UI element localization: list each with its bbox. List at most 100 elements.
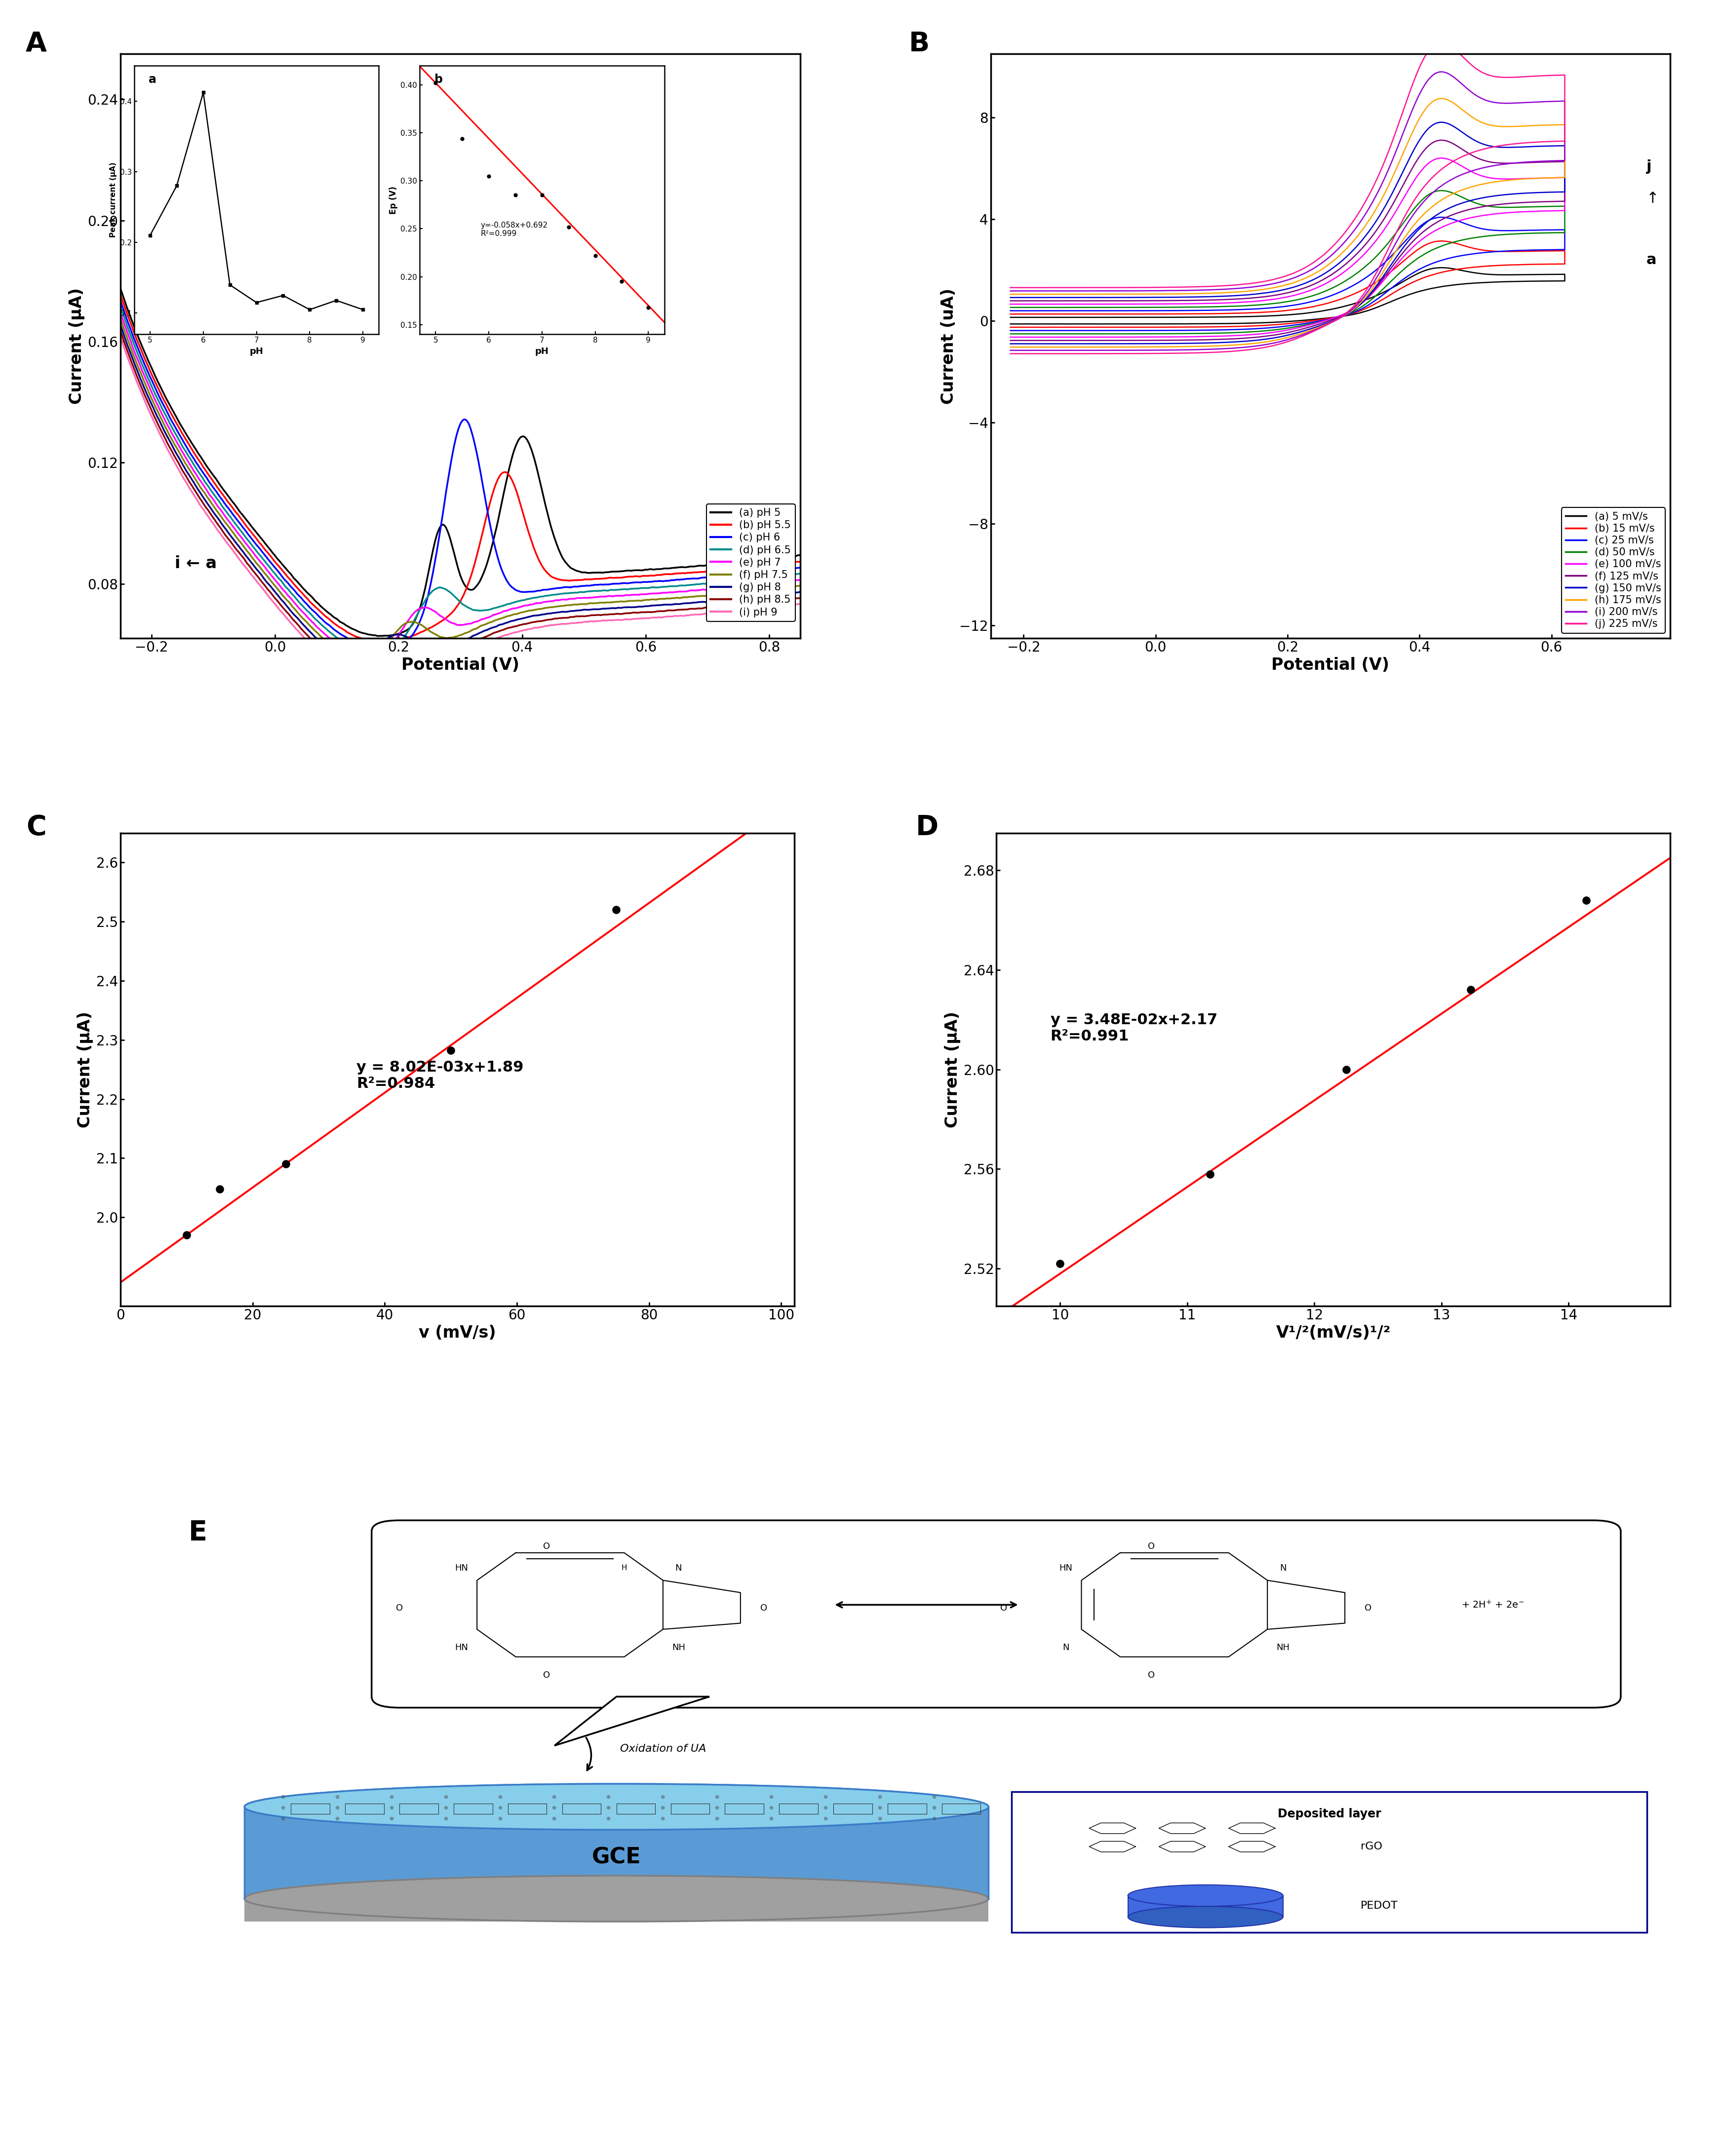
Point	[1197, 1158, 1224, 1192]
Text: + 2H$^{+}$ + 2e$^{-}$: + 2H$^{+}$ + 2e$^{-}$	[1460, 1600, 1524, 1611]
Text: Oxidation of UA: Oxidation of UA	[620, 1744, 706, 1753]
(a) pH 5	[164, 399, 184, 425]
Text: E: E	[189, 1520, 207, 1546]
(i) pH 9	[191, 494, 212, 520]
(i) pH 9	[164, 446, 184, 472]
(i) pH 9	[401, 662, 422, 688]
Point	[1572, 884, 1600, 918]
Point	[1333, 1052, 1360, 1087]
(h) pH 8.5	[413, 651, 434, 677]
(i) pH 9	[425, 655, 446, 681]
(b) pH 5.5	[164, 403, 184, 429]
Line: (d) pH 6.5: (d) pH 6.5	[121, 308, 801, 653]
Line: (h) pH 8.5: (h) pH 8.5	[121, 332, 801, 664]
Text: ⊕: ⊕	[444, 1818, 448, 1822]
Text: ⊕: ⊕	[389, 1818, 394, 1822]
Line: (g) pH 8: (g) pH 8	[121, 326, 801, 662]
Text: O: O	[759, 1604, 768, 1613]
Text: O: O	[1364, 1604, 1372, 1613]
(c) pH 6	[790, 554, 811, 580]
Text: ⊕: ⊕	[498, 1794, 503, 1800]
(d) pH 6.5	[191, 461, 212, 487]
(e) pH 7	[790, 567, 811, 593]
(h) pH 8.5	[425, 647, 446, 673]
Polygon shape	[554, 1697, 709, 1746]
Y-axis label: Current (μA): Current (μA)	[69, 287, 84, 405]
Point	[207, 1171, 234, 1205]
(f) pH 7.5	[191, 474, 212, 500]
Text: ⊕: ⊕	[823, 1805, 828, 1811]
(b) pH 5.5	[400, 623, 420, 649]
(f) pH 7.5	[164, 429, 184, 455]
Text: N: N	[1279, 1563, 1286, 1572]
(g) pH 8	[343, 649, 363, 675]
(b) pH 5.5	[191, 451, 212, 476]
(e) pH 7	[191, 468, 212, 494]
Text: O: O	[396, 1604, 403, 1613]
(a) pH 5	[191, 444, 212, 470]
Text: HN: HN	[455, 1563, 468, 1572]
Text: ⊕: ⊕	[389, 1794, 394, 1800]
(h) pH 8.5	[498, 614, 518, 640]
(h) pH 8.5	[191, 487, 212, 513]
Text: B: B	[909, 30, 930, 58]
Legend: (a) 5 mV/s, (b) 15 mV/s, (c) 25 mV/s, (d) 50 mV/s, (e) 100 mV/s, (f) 125 mV/s, (: (a) 5 mV/s, (b) 15 mV/s, (c) 25 mV/s, (d…	[1562, 507, 1665, 634]
Text: ⊕: ⊕	[281, 1794, 286, 1800]
(d) pH 6.5	[498, 591, 518, 617]
Text: NH: NH	[672, 1643, 685, 1651]
(i) pH 9	[110, 326, 131, 351]
(d) pH 6.5	[400, 617, 420, 642]
(e) pH 7	[358, 645, 379, 671]
Text: ⊕: ⊕	[715, 1818, 720, 1822]
(b) pH 5.5	[110, 282, 131, 308]
(f) pH 7.5	[425, 621, 446, 647]
Text: O: O	[1147, 1542, 1155, 1550]
(e) pH 7	[413, 595, 434, 621]
(e) pH 7	[164, 423, 184, 448]
(i) pH 9	[398, 662, 418, 688]
Text: O: O	[1147, 1671, 1155, 1680]
(h) pH 8.5	[413, 651, 434, 677]
Text: HN: HN	[1059, 1563, 1073, 1572]
Text: N: N	[675, 1563, 682, 1572]
(d) pH 6.5	[164, 416, 184, 442]
Point	[1457, 972, 1484, 1007]
Text: ⊕: ⊕	[444, 1805, 448, 1811]
Text: ⊕: ⊕	[606, 1794, 611, 1800]
Text: ⊕: ⊕	[336, 1805, 339, 1811]
(a) pH 5	[413, 582, 434, 608]
Text: ⊕: ⊕	[444, 1794, 448, 1800]
Text: ↑: ↑	[1646, 192, 1658, 205]
Ellipse shape	[245, 1783, 988, 1830]
(c) pH 6	[372, 636, 393, 662]
Text: C: C	[26, 815, 46, 841]
Text: ⊕: ⊕	[661, 1794, 665, 1800]
(b) pH 5.5	[498, 461, 518, 487]
Text: ⊕: ⊕	[823, 1794, 828, 1800]
(b) pH 5.5	[790, 548, 811, 573]
(f) pH 7.5	[790, 573, 811, 599]
Text: ⊕: ⊕	[823, 1818, 828, 1822]
Line: (i) pH 9: (i) pH 9	[121, 338, 801, 675]
(a) pH 5	[110, 276, 131, 302]
(i) pH 9	[498, 621, 518, 647]
Text: ⊕: ⊕	[606, 1805, 611, 1811]
Text: i ← a: i ← a	[176, 556, 217, 571]
FancyBboxPatch shape	[1013, 1792, 1648, 1932]
Text: D: D	[916, 815, 938, 841]
Text: ⊕: ⊕	[553, 1794, 556, 1800]
Text: GCE: GCE	[592, 1848, 641, 1867]
(a) pH 5	[400, 614, 420, 640]
(c) pH 6	[498, 569, 518, 595]
Text: a: a	[1646, 252, 1657, 267]
Ellipse shape	[1128, 1884, 1283, 1906]
Text: ⊕: ⊕	[553, 1805, 556, 1811]
Point	[272, 1147, 300, 1181]
(g) pH 8	[498, 610, 518, 636]
Text: rGO: rGO	[1360, 1841, 1383, 1852]
(c) pH 6	[191, 457, 212, 483]
Bar	[1128, 1895, 1283, 1917]
Text: ⊕: ⊕	[770, 1818, 773, 1822]
Legend: (a) pH 5, (b) pH 5.5, (c) pH 6, (d) pH 6.5, (e) pH 7, (f) pH 7.5, (g) pH 8, (h) : (a) pH 5, (b) pH 5.5, (c) pH 6, (d) pH 6…	[706, 505, 796, 621]
(d) pH 6.5	[790, 561, 811, 586]
